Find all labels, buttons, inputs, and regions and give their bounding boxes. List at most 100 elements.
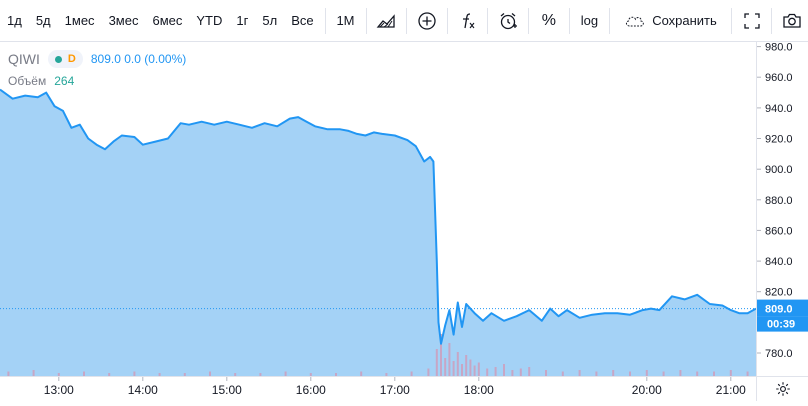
volume-value: 264 [54,74,75,88]
volume-bar [461,364,463,376]
volume-bar [486,368,489,376]
volume-bar [477,362,480,376]
price-tick-label: 860.0 [765,225,793,237]
settings-button[interactable] [756,376,808,401]
price-tick-label: 980.0 [765,42,793,54]
volume-bar [679,370,682,376]
period-6m-button[interactable]: 6мес [152,13,183,28]
toolbar-divider [568,7,570,34]
volume-bar [385,373,388,376]
period-5d-button[interactable]: 5д [35,13,51,28]
volume-label: Объём [8,74,47,88]
toolbar-divider [446,7,448,34]
volume-bar [32,370,35,376]
period-3m-button[interactable]: 3мес [108,13,139,28]
time-tick-label: 13:00 [44,383,74,397]
time-tick-label: 20:00 [632,383,662,397]
volume-bar [511,370,514,376]
last-price-label: 809.0 [765,304,793,316]
camera-icon [783,13,801,28]
function-icon [462,12,474,28]
save-label: Сохранить [652,13,717,28]
cloud-icon [626,16,644,27]
toolbar-divider [528,7,529,34]
period-1m-button[interactable]: 1мес [64,13,95,28]
volume-bar [133,371,136,376]
interval-button[interactable]: 1М [336,13,355,28]
toolbar: 1д 5д 1мес 3мес 6мес YTD 1г 5л Все 1М [0,0,808,42]
price-line [0,88,756,345]
volume-bar [662,371,665,376]
delay-badge: D [67,53,76,65]
compare-button[interactable] [411,0,443,42]
volume-bar [746,371,749,376]
volume-bar [595,371,598,376]
price-chart[interactable] [0,42,756,376]
alert-button[interactable] [492,0,524,42]
volume-bar [612,370,615,376]
volume-bar [360,371,363,376]
plus-circle-icon [418,11,436,30]
price-area-fill [0,89,756,376]
volume-bar [473,365,476,376]
volume-legend: Объём 264 [8,74,74,88]
chart-legend: QIWI D 809.0 0.0 (0.00%) [8,50,186,68]
period-5y-button[interactable]: 5л [262,13,278,28]
volume-bar [469,359,472,376]
period-all-button[interactable]: Все [291,13,314,28]
volume-bar [444,358,447,376]
volume-bar [410,371,413,376]
price-tick-label: 920.0 [765,134,793,146]
chart-type-button[interactable] [370,0,402,42]
volume-bar [456,352,459,376]
period-1d-button[interactable]: 1д [7,13,22,28]
volume-bar [234,373,237,376]
volume-bar [561,371,564,376]
time-tick-label: 16:00 [296,383,326,397]
volume-bar [435,349,438,376]
gear-icon [776,382,790,396]
toolbar-divider [771,7,773,34]
price-tick-label: 940.0 [765,103,793,115]
toolbar-divider [487,7,489,34]
price-tick-label: 780.0 [765,348,793,360]
volume-bar [452,361,455,376]
price-axis[interactable]: 780.0800.0820.0840.0860.0880.0900.0920.0… [756,42,808,376]
volume-bar [440,334,442,376]
volume-bar [729,370,732,376]
volume-bar [57,373,60,376]
percent-scale-button[interactable]: % [541,11,556,29]
fullscreen-button[interactable] [736,0,768,42]
period-ytd-button[interactable]: YTD [196,13,223,28]
toolbar-divider [730,7,732,34]
volume-bar [309,373,312,376]
volume-bar [427,368,430,376]
volume-bar [83,371,85,376]
volume-bar [519,368,522,376]
volume-bar [259,373,262,376]
screenshot-button[interactable] [776,0,808,42]
indicators-button[interactable] [452,0,484,42]
volume-bar [503,364,505,376]
price-axis-scale: 780.0800.0820.0840.0860.0880.0900.0920.0… [757,42,808,360]
time-tick-label: 17:00 [380,383,410,397]
time-axis[interactable]: 13:00 14:00 15:00 16:00 17:00 18:00 20:00 21:00 [0,376,756,401]
market-status-badge: D [47,50,83,68]
alarm-clock-icon [500,12,518,29]
log-scale-button[interactable]: log [580,13,599,28]
time-tick-label: 21:00 [716,383,746,397]
chart-pane[interactable] [0,42,756,376]
period-1y-button[interactable]: 1г [236,13,249,28]
time-tick-label: 15:00 [212,383,242,397]
save-button[interactable]: Сохранить [614,0,727,42]
volume-bar [465,355,468,376]
volume-bar [578,370,581,376]
price-tick-label: 820.0 [765,287,793,299]
legend-values: 809.0 0.0 (0.00%) [90,52,187,66]
volume-bar [713,371,715,376]
volume-bar [7,371,10,376]
status-dot-icon [54,55,62,63]
toolbar-divider [609,7,611,34]
area-chart-icon [376,13,395,28]
toolbar-divider [365,7,367,34]
